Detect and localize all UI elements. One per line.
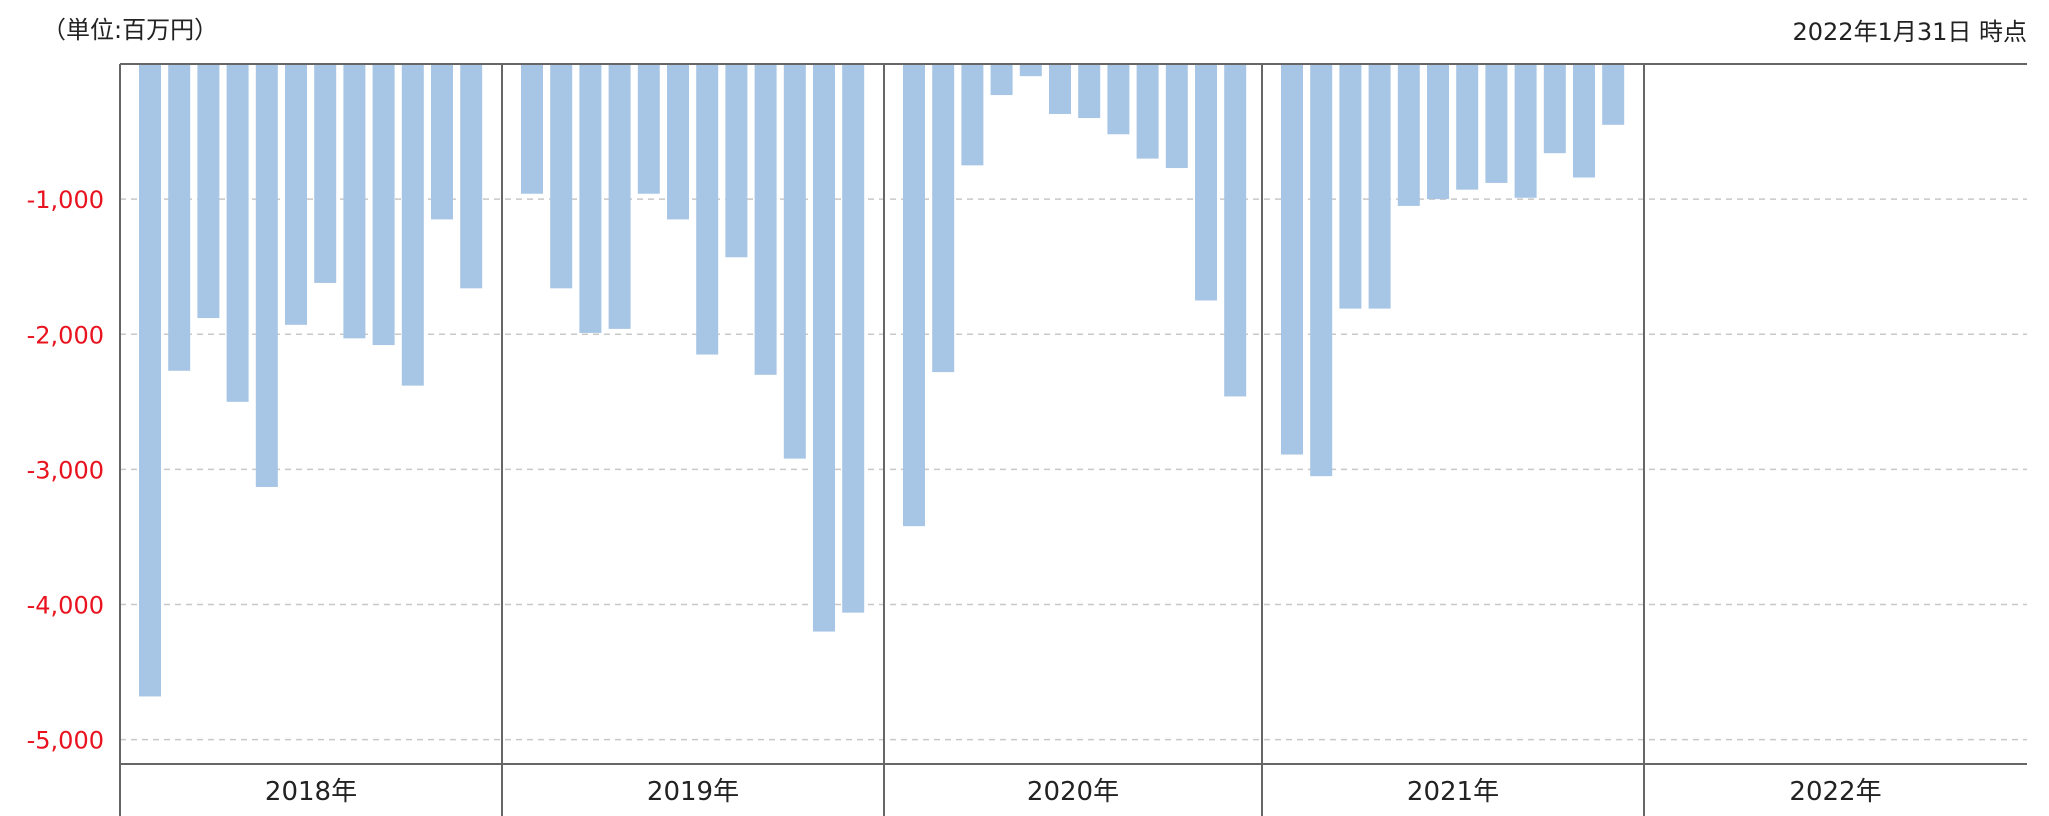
bar: [961, 64, 984, 166]
bar: [431, 64, 453, 220]
bar: [990, 64, 1013, 96]
bar: [343, 64, 366, 339]
x-category-label: 2021年: [1407, 777, 1499, 807]
bar: [1397, 64, 1420, 206]
bar: [197, 64, 220, 319]
x-category-label: 2020年: [1027, 777, 1119, 807]
bar: [1107, 64, 1130, 135]
y-tick-label: -1,000: [27, 186, 104, 214]
bar: [667, 64, 689, 220]
x-category-label: 2022年: [1789, 777, 1881, 807]
bar: [813, 64, 835, 632]
bar: [1543, 64, 1566, 154]
bar: [1019, 64, 1042, 77]
as-of-date-label: 2022年1月31日 時点: [1792, 18, 2027, 46]
bar: [372, 64, 395, 346]
bar: [1573, 64, 1595, 178]
bar: [725, 64, 748, 258]
y-tick-label: -3,000: [27, 456, 104, 484]
bar: [460, 64, 483, 289]
bar: [1368, 64, 1391, 309]
bar: [903, 64, 925, 527]
x-category-label: 2019年: [647, 777, 739, 807]
bar: [608, 64, 631, 329]
x-category-label: 2018年: [265, 777, 357, 807]
y-tick-label: -5,000: [27, 727, 104, 755]
bar: [637, 64, 660, 194]
bar: [1602, 64, 1625, 125]
bar: [550, 64, 573, 289]
bar: [783, 64, 806, 459]
bar: [521, 64, 543, 194]
bar: [1165, 64, 1188, 169]
bar: [696, 64, 719, 355]
bar: [754, 64, 777, 375]
bar: [1339, 64, 1362, 309]
bar: [226, 64, 249, 402]
bar: [932, 64, 955, 373]
bar: [1485, 64, 1508, 183]
bar: [314, 64, 337, 283]
bar: [1049, 64, 1071, 114]
y-tick-label: -4,000: [27, 592, 104, 620]
bar: [1195, 64, 1217, 301]
bar: [401, 64, 424, 386]
bar: [842, 64, 865, 613]
y-tick-label: -2,000: [27, 321, 104, 349]
bar: [139, 64, 161, 697]
bar: [1281, 64, 1303, 455]
bar: [1514, 64, 1537, 198]
bar: [1078, 64, 1101, 119]
unit-label: （単位:百万円）: [42, 16, 219, 44]
bar: [1310, 64, 1333, 477]
bar: [579, 64, 602, 333]
bar: [255, 64, 278, 487]
bar: [1224, 64, 1247, 397]
bar: [285, 64, 307, 325]
bar: [1427, 64, 1449, 200]
bar: [1136, 64, 1159, 159]
bar: [168, 64, 191, 371]
bar: [1456, 64, 1479, 190]
